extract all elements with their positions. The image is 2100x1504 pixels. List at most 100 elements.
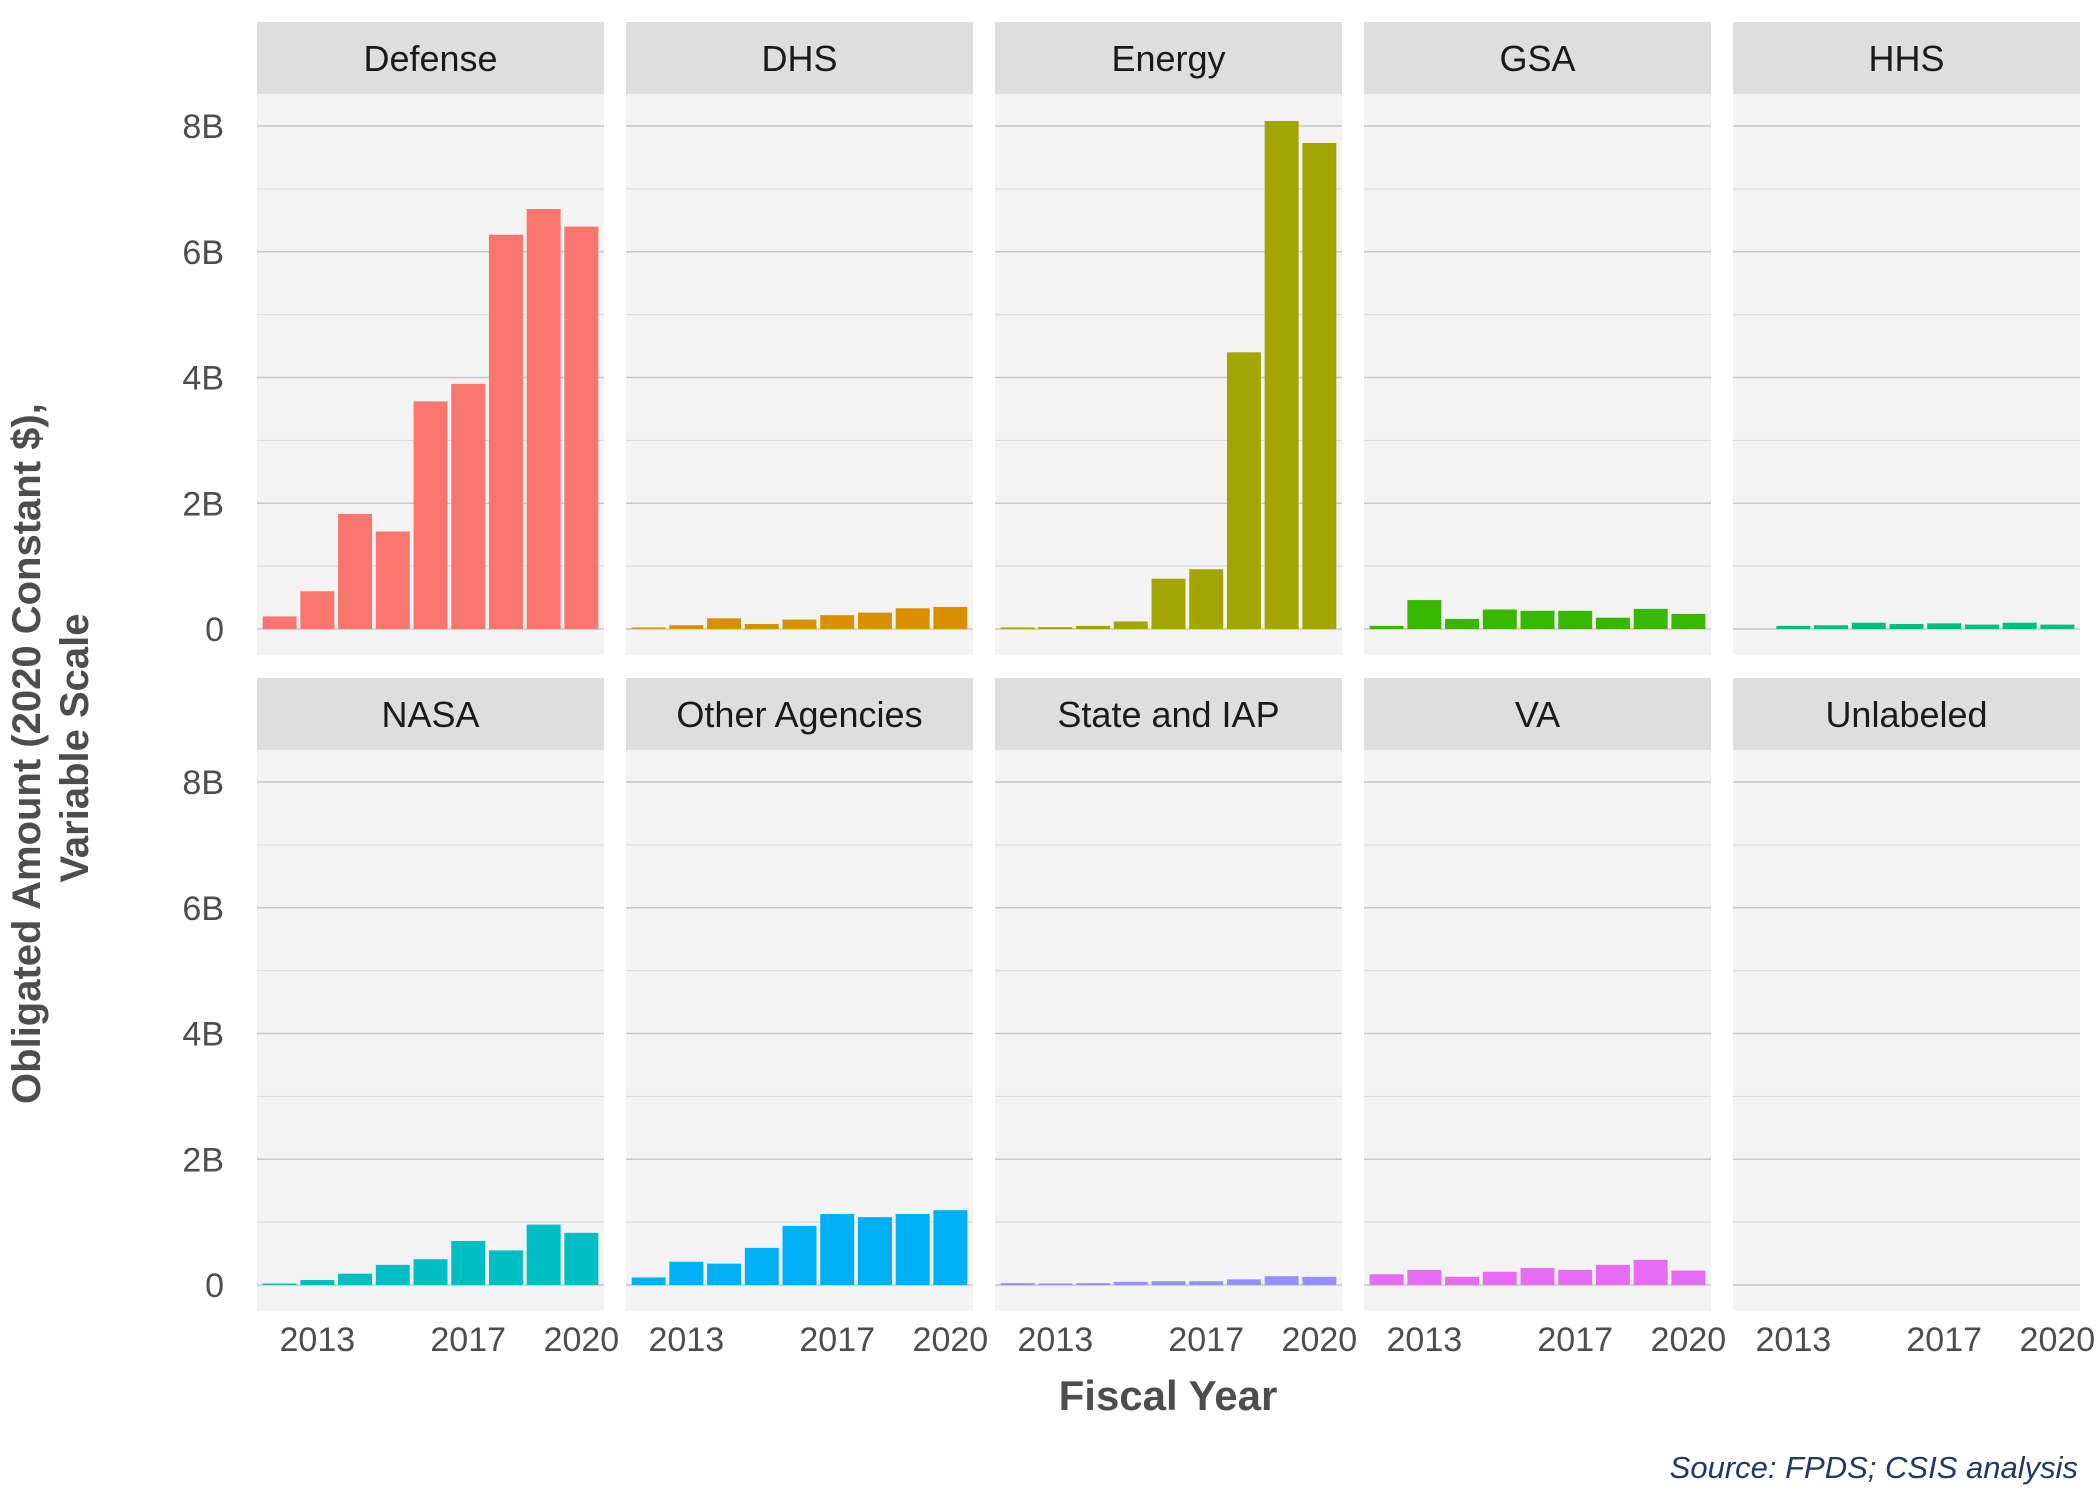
y-tick-label: 0 bbox=[205, 611, 224, 649]
bar-gsa-2020 bbox=[1671, 613, 1706, 629]
x-tick-label: 2013 bbox=[1018, 1321, 1094, 1359]
y-axis-title-line-2: Variable Scale bbox=[53, 613, 97, 882]
bar-gsa-2012 bbox=[1369, 625, 1404, 629]
bar-defense-2013 bbox=[300, 591, 335, 629]
bar-other-agencies-2017 bbox=[820, 1213, 855, 1285]
facet-label-state-and-iap: State and IAP bbox=[1057, 694, 1279, 735]
bar-defense-2019 bbox=[526, 208, 561, 629]
bar-hhs-2020 bbox=[2040, 624, 2075, 629]
facet-panel-dhs: DHS bbox=[626, 22, 973, 655]
bar-defense-2014 bbox=[338, 513, 373, 629]
bar-hhs-2014 bbox=[1814, 625, 1849, 629]
bar-defense-2017 bbox=[451, 383, 486, 629]
bar-va-2013 bbox=[1407, 1269, 1442, 1285]
facet-strip-unlabeled bbox=[1733, 678, 2080, 750]
bar-other-agencies-2014 bbox=[707, 1263, 742, 1285]
facet-strip-gsa bbox=[1364, 22, 1711, 94]
bar-energy-2013 bbox=[1038, 627, 1073, 629]
bar-hhs-2013 bbox=[1776, 625, 1811, 629]
bar-defense-2018 bbox=[488, 234, 523, 629]
y-tick-label: 6B bbox=[182, 890, 224, 928]
x-tick-label: 2017 bbox=[799, 1321, 875, 1359]
y-tick-label: 4B bbox=[182, 360, 224, 398]
bar-state-and-iap-2015 bbox=[1113, 1281, 1148, 1285]
bar-va-2012 bbox=[1369, 1274, 1404, 1285]
bar-defense-2016 bbox=[413, 401, 448, 629]
facet-panel-nasa: NASA 2013 2017 2020 0 2B 4B 6B 8B bbox=[182, 678, 619, 1359]
x-tick-label: 2020 bbox=[1651, 1321, 1727, 1359]
bar-gsa-2013 bbox=[1407, 600, 1442, 629]
bar-va-2017 bbox=[1558, 1269, 1593, 1285]
bar-nasa-2016 bbox=[413, 1259, 448, 1285]
facet-panel-va: VA 2013 2017 2020 bbox=[1364, 678, 1726, 1359]
x-tick-label: 2020 bbox=[544, 1321, 620, 1359]
plot-background-gsa bbox=[1364, 94, 1711, 655]
bar-other-agencies-2018 bbox=[857, 1217, 892, 1285]
bar-hhs-2017 bbox=[1927, 623, 1962, 629]
bar-gsa-2015 bbox=[1482, 609, 1517, 629]
bar-nasa-2012 bbox=[262, 1283, 297, 1285]
facet-panel-state-and-iap: State and IAP 2013 2017 2020 bbox=[995, 678, 1357, 1359]
bar-dhs-2015 bbox=[744, 623, 779, 629]
y-tick-label: 8B bbox=[182, 108, 224, 146]
bar-gsa-2016 bbox=[1520, 610, 1555, 629]
x-tick-label: 2013 bbox=[649, 1321, 725, 1359]
bar-energy-2017 bbox=[1189, 569, 1224, 629]
bar-gsa-2019 bbox=[1633, 608, 1668, 629]
y-tick-label: 8B bbox=[182, 764, 224, 802]
bar-state-and-iap-2017 bbox=[1189, 1281, 1224, 1285]
source-caption: Source: FPDS; CSIS analysis bbox=[1670, 1450, 2078, 1485]
bar-va-2014 bbox=[1445, 1276, 1480, 1285]
bar-nasa-2015 bbox=[375, 1264, 410, 1285]
bar-nasa-2020 bbox=[564, 1232, 599, 1285]
y-tick-label: 2B bbox=[182, 1141, 224, 1179]
x-axis-title: Fiscal Year bbox=[1059, 1372, 1278, 1419]
bar-hhs-2019 bbox=[2002, 622, 2037, 629]
facet-panel-energy: Energy bbox=[995, 22, 1342, 655]
y-tick-label: 4B bbox=[182, 1016, 224, 1054]
bar-other-agencies-2019 bbox=[895, 1213, 930, 1285]
plot-background-nasa bbox=[257, 750, 604, 1311]
facet-panel-defense: Defense 0 2B 4B 6B 8B bbox=[182, 22, 604, 655]
bar-state-and-iap-2020 bbox=[1302, 1276, 1337, 1285]
facet-label-other-agencies: Other Agencies bbox=[676, 694, 922, 735]
bar-energy-2018 bbox=[1226, 352, 1261, 629]
bar-nasa-2014 bbox=[338, 1273, 373, 1285]
facet-label-hhs: HHS bbox=[1868, 38, 1944, 79]
bar-defense-2012 bbox=[262, 616, 297, 629]
bar-dhs-2012 bbox=[631, 627, 666, 629]
facet-strip-other-agencies bbox=[626, 678, 973, 750]
facet-panel-other-agencies: Other Agencies 2013 2017 2020 bbox=[626, 678, 988, 1359]
bar-state-and-iap-2016 bbox=[1151, 1281, 1186, 1285]
bar-other-agencies-2015 bbox=[744, 1247, 779, 1285]
x-tick-label: 2017 bbox=[430, 1321, 506, 1359]
bar-va-2015 bbox=[1482, 1271, 1517, 1285]
y-tick-label: 6B bbox=[182, 234, 224, 272]
x-tick-label: 2013 bbox=[1756, 1321, 1832, 1359]
y-axis-title-line-1: Obligated Amount (2020 Constant $), bbox=[5, 403, 49, 1104]
bar-va-2019 bbox=[1633, 1259, 1668, 1285]
bar-gsa-2014 bbox=[1445, 618, 1480, 629]
facet-strip-va bbox=[1364, 678, 1711, 750]
bar-dhs-2019 bbox=[895, 608, 930, 629]
bar-other-agencies-2013 bbox=[669, 1261, 704, 1285]
bar-dhs-2017 bbox=[820, 615, 855, 629]
x-tick-label: 2017 bbox=[1906, 1321, 1982, 1359]
facet-label-defense: Defense bbox=[363, 38, 497, 79]
facet-strip-defense bbox=[257, 22, 604, 94]
facet-strip-hhs bbox=[1733, 22, 2080, 94]
facet-panel-gsa: GSA bbox=[1364, 22, 1711, 655]
bar-energy-2019 bbox=[1264, 120, 1299, 629]
plot-background-hhs bbox=[1733, 94, 2080, 655]
y-tick-label: 0 bbox=[205, 1267, 224, 1305]
facet-label-va: VA bbox=[1515, 694, 1560, 735]
facet-label-nasa: NASA bbox=[381, 694, 479, 735]
bar-gsa-2018 bbox=[1595, 617, 1630, 629]
bar-nasa-2018 bbox=[488, 1250, 523, 1285]
bar-defense-2020 bbox=[564, 226, 599, 629]
bar-dhs-2013 bbox=[669, 625, 704, 629]
bar-state-and-iap-2012 bbox=[1000, 1283, 1035, 1285]
plot-background-unlabeled bbox=[1733, 750, 2080, 1311]
